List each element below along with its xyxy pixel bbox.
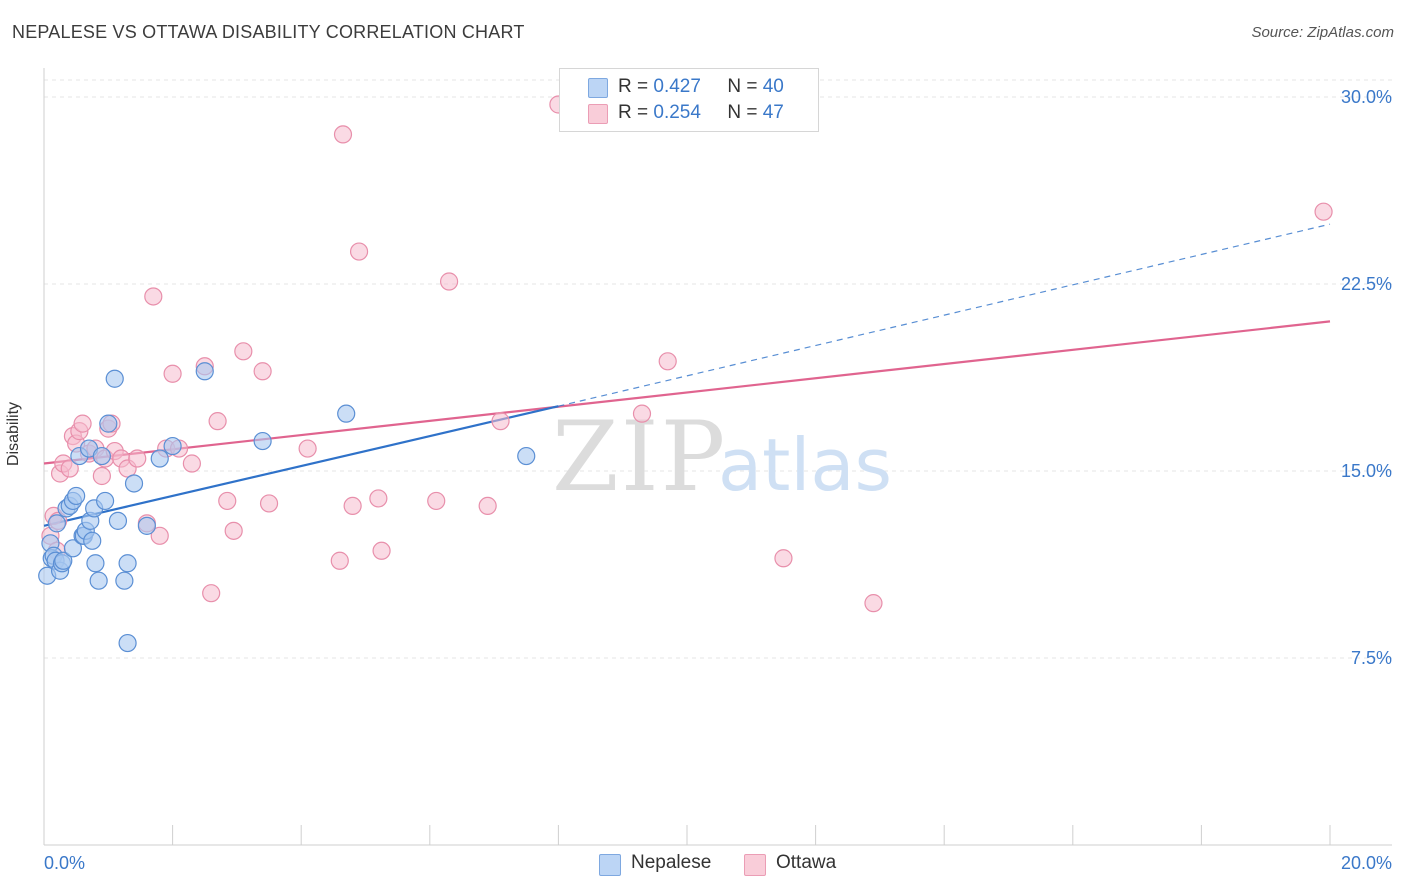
trend-line-nepalese-extension bbox=[558, 223, 1331, 407]
legend-n-label: N = bbox=[727, 76, 758, 97]
legend-r-value-ottawa: 0.254 bbox=[653, 102, 701, 123]
point-nepalese bbox=[105, 369, 124, 388]
point-nepalese bbox=[86, 554, 105, 573]
point-ottawa bbox=[259, 494, 279, 513]
point-nepalese bbox=[47, 514, 66, 533]
legend-n-value-nepalese: 40 bbox=[762, 76, 784, 97]
y-tick-label: 22.5% bbox=[1341, 274, 1392, 294]
point-nepalese bbox=[137, 516, 156, 535]
point-ottawa bbox=[298, 439, 317, 458]
y-tick-label: 30.0% bbox=[1341, 87, 1392, 107]
legend-n-value-ottawa: 47 bbox=[762, 102, 784, 123]
y-tick-labels: 7.5% 15.0% 22.5% 30.0% bbox=[1341, 87, 1392, 668]
point-ottawa bbox=[202, 584, 221, 603]
point-ottawa bbox=[253, 362, 272, 381]
point-nepalese bbox=[63, 539, 83, 558]
point-ottawa bbox=[224, 521, 243, 540]
point-ottawa bbox=[372, 541, 391, 560]
point-nepalese bbox=[118, 633, 137, 653]
point-ottawa bbox=[864, 594, 883, 613]
point-nepalese bbox=[337, 404, 356, 423]
point-ottawa bbox=[182, 454, 201, 473]
point-nepalese bbox=[115, 571, 134, 590]
x-tick-label: 0.0% bbox=[44, 853, 85, 873]
y-tick-label: 7.5% bbox=[1351, 648, 1392, 668]
point-ottawa bbox=[150, 526, 169, 545]
point-ottawa bbox=[774, 549, 793, 568]
point-ottawa bbox=[218, 491, 237, 511]
x-tick-label: 20.0% bbox=[1341, 853, 1392, 873]
point-nepalese bbox=[54, 551, 73, 570]
point-ottawa bbox=[349, 242, 369, 261]
point-nepalese bbox=[92, 446, 111, 466]
series-swatch-nepalese bbox=[599, 854, 621, 876]
gridlines bbox=[44, 79, 1392, 659]
point-nepalese bbox=[99, 414, 118, 433]
legend-r-label: R = bbox=[618, 76, 649, 97]
point-nepalese bbox=[195, 362, 214, 381]
point-ottawa bbox=[632, 404, 652, 423]
point-ottawa bbox=[73, 414, 92, 433]
chart-source: Source: ZipAtlas.com bbox=[1251, 24, 1394, 41]
series-label-ottawa: Ottawa bbox=[776, 852, 837, 873]
point-ottawa bbox=[330, 551, 349, 570]
point-ottawa bbox=[491, 412, 510, 431]
data-points bbox=[38, 95, 1333, 653]
legend-r-label: R = bbox=[618, 102, 649, 123]
point-ottawa bbox=[144, 287, 163, 306]
watermark: ZIP atlas bbox=[552, 401, 892, 513]
point-nepalese bbox=[517, 446, 536, 466]
point-ottawa bbox=[658, 352, 677, 371]
point-nepalese bbox=[253, 431, 272, 451]
point-ottawa bbox=[333, 125, 353, 144]
point-ottawa bbox=[234, 342, 253, 361]
axes bbox=[43, 68, 1392, 846]
point-nepalese bbox=[163, 436, 182, 456]
legend-n-label: N = bbox=[727, 102, 758, 123]
point-ottawa bbox=[128, 449, 147, 468]
chart-title: NEPALESE VS OTTAWA DISABILITY CORRELATIO… bbox=[12, 22, 525, 42]
point-ottawa bbox=[439, 272, 459, 291]
point-ottawa bbox=[163, 364, 182, 383]
point-nepalese bbox=[89, 571, 108, 590]
point-ottawa bbox=[60, 459, 79, 478]
legend-r-value-nepalese: 0.427 bbox=[653, 76, 701, 97]
series-legend: Nepalese Ottawa bbox=[0, 852, 1406, 876]
trend-line-nepalese bbox=[43, 405, 559, 527]
point-nepalese bbox=[95, 491, 115, 511]
series-swatch-ottawa bbox=[744, 854, 766, 876]
x-tick-labels: 0.0% 20.0% bbox=[44, 853, 1392, 873]
y-tick-label: 15.0% bbox=[1341, 461, 1392, 481]
point-ottawa bbox=[369, 489, 388, 508]
point-ottawa bbox=[343, 496, 362, 516]
series-label-nepalese: Nepalese bbox=[631, 852, 712, 873]
watermark-atlas: atlas bbox=[718, 423, 892, 507]
point-ottawa bbox=[478, 496, 497, 516]
point-ottawa bbox=[208, 412, 227, 431]
point-nepalese bbox=[67, 486, 86, 506]
point-ottawa bbox=[1314, 202, 1333, 221]
legend-swatch-ottawa bbox=[588, 104, 608, 124]
point-nepalese bbox=[83, 531, 102, 550]
point-nepalese bbox=[108, 511, 128, 530]
point-nepalese bbox=[124, 474, 144, 493]
point-nepalese bbox=[118, 554, 137, 573]
point-nepalese bbox=[150, 449, 169, 468]
correlation-legend: R = 0.427 N = 40 R = 0.254 N = 47 bbox=[559, 68, 819, 132]
point-ottawa bbox=[92, 466, 111, 486]
point-ottawa bbox=[427, 491, 446, 511]
legend-swatch-nepalese bbox=[588, 78, 608, 98]
